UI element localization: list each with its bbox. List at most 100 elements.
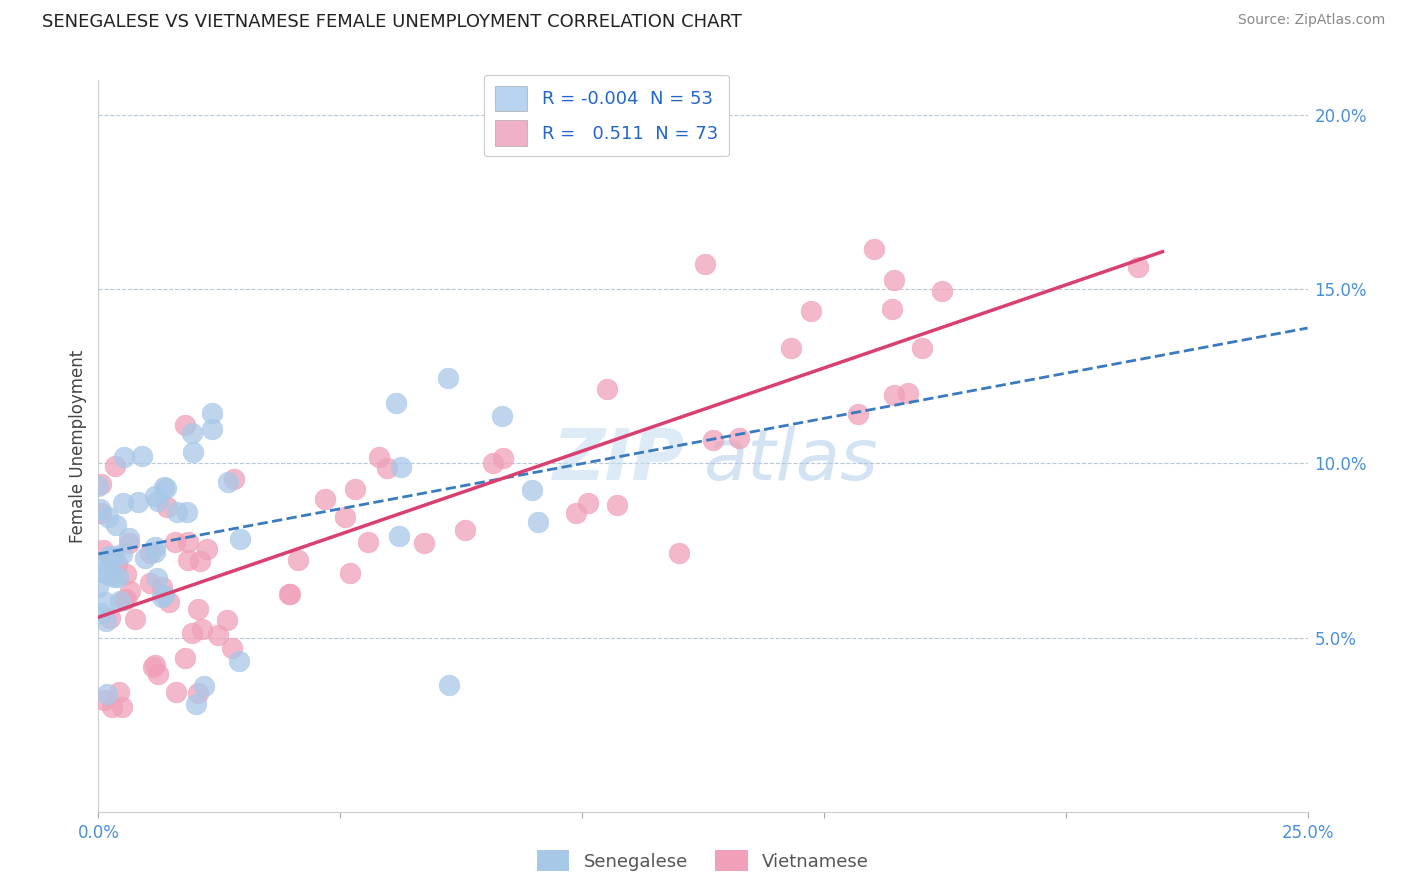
Point (527, 515, 550, 529)
Point (728, 431, 751, 445)
Point (94, 595, 117, 609)
Point (492, 451, 515, 466)
Point (166, 505, 188, 519)
Point (146, 667, 169, 681)
Point (157, 595, 180, 609)
Point (103, 550, 125, 565)
Point (91, 566, 114, 580)
Point (114, 592, 136, 607)
Point (228, 654, 250, 668)
Point (108, 684, 131, 698)
Point (107, 570, 129, 584)
Point (89, 502, 111, 516)
Point (103, 458, 125, 473)
Point (344, 482, 367, 496)
Point (187, 601, 209, 615)
Point (143, 489, 166, 503)
Point (897, 386, 920, 401)
Point (138, 576, 160, 591)
Point (108, 594, 131, 608)
Point (166, 685, 188, 699)
Point (163, 535, 186, 549)
Point (191, 623, 214, 637)
Point (150, 590, 173, 604)
Point (200, 422, 222, 436)
Point (134, 551, 156, 566)
Point (846, 407, 869, 421)
Text: Source: ZipAtlas.com: Source: ZipAtlas.com (1237, 13, 1385, 28)
Point (181, 445, 204, 459)
Point (229, 532, 252, 546)
Point (105, 558, 128, 572)
Point (280, 587, 302, 601)
Point (174, 417, 197, 432)
Point (668, 546, 690, 560)
Point (93, 692, 115, 706)
Point (454, 523, 477, 537)
Point (111, 700, 134, 714)
Point (124, 612, 146, 626)
Point (222, 472, 245, 486)
Point (883, 273, 905, 287)
Point (153, 480, 176, 494)
Point (155, 482, 177, 496)
Point (177, 553, 200, 567)
Point (375, 461, 398, 475)
Point (96, 688, 118, 702)
Point (143, 545, 166, 559)
Point (90, 506, 112, 520)
Point (564, 506, 586, 520)
Point (368, 450, 391, 465)
Point (120, 583, 142, 598)
Point (111, 547, 134, 561)
Point (184, 698, 207, 712)
Point (491, 409, 513, 423)
Legend: Senegalese, Vietnamese: Senegalese, Vietnamese (530, 843, 876, 879)
Point (217, 475, 239, 490)
Point (87, 581, 110, 595)
Point (131, 450, 153, 464)
Point (118, 535, 141, 549)
Point (145, 657, 167, 672)
Point (606, 498, 628, 512)
Point (1126, 260, 1149, 274)
Point (357, 534, 380, 549)
Point (221, 640, 243, 655)
Point (142, 659, 165, 673)
Point (576, 496, 599, 510)
Point (173, 651, 195, 665)
Point (277, 587, 299, 601)
Point (103, 570, 125, 584)
Point (335, 510, 357, 524)
Point (87, 479, 110, 493)
Point (127, 495, 149, 509)
Point (176, 505, 198, 519)
Point (596, 382, 619, 396)
Point (94, 614, 117, 628)
Point (385, 395, 408, 409)
Point (153, 588, 176, 602)
Point (156, 500, 179, 514)
Point (287, 552, 309, 566)
Point (880, 301, 903, 316)
Point (180, 626, 202, 640)
Point (883, 388, 905, 402)
Point (388, 529, 411, 543)
Point (931, 285, 953, 299)
Point (98, 611, 121, 625)
Point (187, 686, 209, 700)
Point (520, 483, 543, 498)
Point (391, 459, 413, 474)
Point (97, 509, 120, 524)
Text: SENEGALESE VS VIETNAMESE FEMALE UNEMPLOYMENT CORRELATION CHART: SENEGALESE VS VIETNAMESE FEMALE UNEMPLOY… (42, 13, 742, 31)
Point (101, 700, 124, 714)
Point (413, 535, 436, 549)
Point (215, 613, 238, 627)
Point (139, 546, 162, 560)
Point (91, 542, 114, 557)
Point (111, 496, 134, 510)
Point (150, 580, 173, 594)
Point (193, 679, 215, 693)
Point (143, 541, 166, 555)
Point (90, 476, 112, 491)
